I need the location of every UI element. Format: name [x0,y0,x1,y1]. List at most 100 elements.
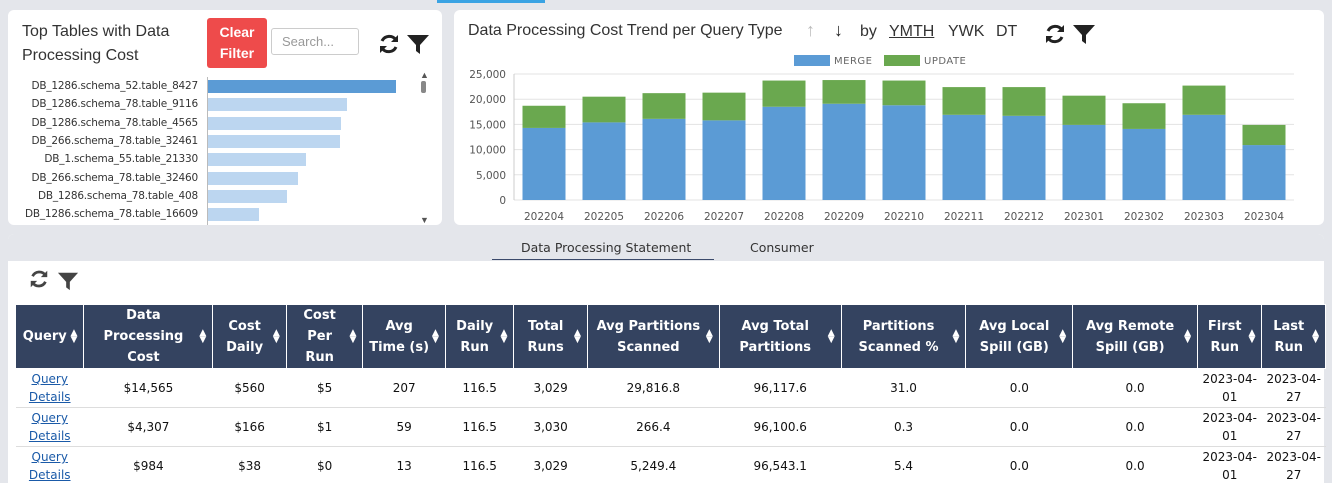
sort-icon[interactable]: ▲ ▼ [573,327,581,345]
scroll-thumb[interactable] [421,81,426,93]
y-tick-label: 20,000 [469,94,506,106]
query-details-link[interactable]: Query Details [28,372,71,404]
column-header[interactable]: Total Runs ▲ ▼ [513,304,588,369]
y-tick-label: 15,000 [469,119,506,131]
table-cell: 2023-04-27 [1261,407,1326,447]
table-bar[interactable] [208,116,342,130]
bar-update-202210 [882,80,926,106]
table-cell: 5.4 [841,446,966,483]
column-header[interactable]: Partitions Scanned % ▲ ▼ [840,304,967,369]
tab-consumer[interactable]: Consumer [750,240,814,255]
column-header[interactable]: Avg Local Spill (GB) ▲ ▼ [965,304,1074,369]
bar-merge-202205 [582,122,626,200]
table-bar-row[interactable]: DB_1286.schema_78.table_4565 [8,115,428,132]
table-bar[interactable] [208,153,306,167]
sort-icon[interactable]: ▲ ▼ [1312,327,1319,345]
refresh-icon[interactable] [28,268,50,290]
table-bar[interactable] [208,171,299,185]
bar-update-202301 [1062,95,1106,125]
table-cell: 0.3 [841,407,966,447]
table-bar-row[interactable]: DB_1286.schema_78.table_16609 [8,206,428,223]
table-bar-row[interactable]: DB_1286.schema_78.table_9116 [8,96,428,113]
table-bar[interactable] [208,134,340,148]
column-header[interactable]: First Run ▲ ▼ [1197,304,1263,369]
column-header[interactable]: Avg Total Partitions ▲ ▼ [718,304,842,369]
table-row: Query Details $4,307 $166 $1 59 116.5 3,030 266… [15,407,1326,447]
column-header[interactable]: Avg Partitions Scanned ▲ ▼ [586,304,720,369]
clear-filter-button[interactable]: Clear Filter [207,18,267,68]
sort-icon[interactable]: ▲ ▼ [70,327,78,345]
sort-icon[interactable]: ▲ ▼ [272,327,280,345]
column-header-label: Query [22,329,67,344]
column-header[interactable]: Avg Remote Spill (GB) ▲ ▼ [1072,304,1199,369]
column-header[interactable]: Query ▲ ▼ [14,304,85,369]
column-header[interactable]: Data Processing Cost ▲ ▼ [83,304,214,369]
sort-icon[interactable]: ▲ ▼ [827,327,835,345]
refresh-icon[interactable] [1043,22,1067,46]
bar-merge-202304 [1242,145,1286,200]
column-header[interactable]: Cost Daily ▲ ▼ [212,304,287,369]
sort-icon[interactable]: ▲ ▼ [432,327,439,345]
sort-icon[interactable]: ▲ ▼ [1248,327,1256,345]
granularity-ymth[interactable]: YMTH [889,23,935,40]
sort-icon[interactable]: ▲ ▼ [705,327,713,345]
sort-descending-icon[interactable]: ↓ [834,20,843,40]
table-bar-label: DB_266.schema_78.table_32460 [31,171,198,184]
table-bar[interactable] [208,80,396,93]
filter-icon[interactable] [56,270,80,292]
table-cell: 29,816.8 [587,368,720,408]
granularity-dt[interactable]: DT [996,23,1018,40]
legend-swatch-merge [794,55,830,66]
bar-merge-202301 [1062,124,1106,200]
table-bar-row[interactable]: DB_1.schema_55.table_21330 [8,151,428,168]
filter-icon[interactable] [1072,22,1096,46]
scrollbar[interactable]: ▲ ▼ [418,70,430,225]
table-cell: 2023-04-01 [1197,407,1262,447]
table-cell: 266.4 [587,407,720,447]
scroll-up-icon[interactable]: ▲ [420,70,429,80]
column-header-label: Daily Run [456,318,494,355]
table-cell: $166 [212,407,287,447]
query-details-link[interactable]: Query Details [28,450,71,482]
sort-icon[interactable]: ▲ ▼ [1184,327,1192,345]
table-cell: 0.0 [1072,446,1198,483]
table-cell: $0 [286,446,363,483]
filter-icon[interactable] [406,32,430,56]
scroll-down-icon[interactable]: ▼ [420,215,429,225]
column-header[interactable]: Cost Per Run ▲ ▼ [285,304,364,369]
active-tab-underline [492,259,714,260]
sort-icon[interactable]: ▲ ▼ [199,327,207,345]
column-header[interactable]: Avg Time (s) ▲ ▼ [362,304,446,369]
top-tables-panel: Top Tables with Data Processing Cost Cle… [8,10,442,225]
table-bar-row[interactable]: DB_1286.schema_78.table_408 [8,188,428,205]
table-bar[interactable] [208,189,287,203]
sort-icon[interactable]: ▲ ▼ [500,327,508,345]
table-bar[interactable] [208,208,259,222]
search-input[interactable] [271,28,359,55]
tab-data-processing-statement[interactable]: Data Processing Statement [521,240,692,255]
table-cell: $560 [212,368,287,408]
sort-icon[interactable]: ▲ ▼ [349,327,357,345]
table-row: Query Details $14,565 $560 $5 207 116.5 3,029 2… [15,368,1326,408]
query-details-link[interactable]: Query Details [28,411,71,443]
x-tick-label: 202302 [1124,211,1164,223]
granularity-ywk[interactable]: YWK [948,23,985,40]
sort-icon[interactable]: ▲ ▼ [952,327,960,345]
sort-ascending-icon[interactable]: ↑ [806,20,815,40]
table-cell: 116.5 [445,368,514,408]
column-header-label: Avg Partitions Scanned [596,318,701,355]
refresh-icon[interactable] [377,32,401,56]
table-cell: 116.5 [445,407,514,447]
table-bar[interactable] [208,98,348,112]
table-cell: 116.5 [445,446,514,483]
table-cell: 0.0 [1072,407,1198,447]
table-bar-row[interactable]: DB_1286.schema_52.table_8427 [8,78,428,95]
table-bar-row[interactable]: DB_266.schema_78.table_32461 [8,133,428,150]
bar-merge-202211 [942,114,986,200]
table-bar-row[interactable]: DB_266.schema_78.table_32460 [8,170,428,187]
bar-axis [207,77,208,225]
bar-update-202304 [1242,124,1286,146]
column-header[interactable]: Daily Run ▲ ▼ [444,304,515,369]
column-header[interactable]: Last Run ▲ ▼ [1261,304,1326,369]
sort-icon[interactable]: ▲ ▼ [1059,327,1067,345]
